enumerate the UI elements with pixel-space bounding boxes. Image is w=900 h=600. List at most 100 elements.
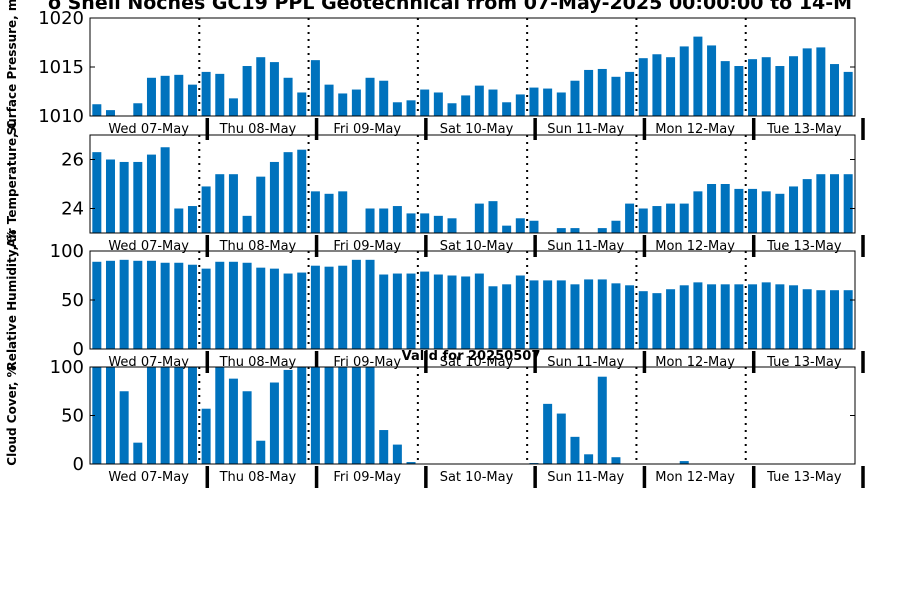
bar [351,259,361,349]
bar [488,201,498,233]
bar [174,74,184,116]
day-label: Fri 09-May [333,122,401,137]
bar [529,220,539,233]
day-label: Thu 08-May [219,122,297,137]
valid-date-label: Valid for 20250507 [402,349,541,364]
bar [720,184,730,233]
bar [474,273,484,349]
bar [830,64,840,116]
bar [228,174,238,233]
bar [830,290,840,349]
bar [802,179,812,233]
bar [652,293,662,349]
y-tick-label: 100 [50,241,84,262]
bar [215,261,225,349]
bar [775,284,785,349]
bar [174,367,184,464]
bar [843,71,853,116]
bar [105,367,115,464]
day-label: Sat 10-May [440,239,514,254]
bar [365,208,375,233]
bar [802,289,812,349]
panel-0: 1010 1015 1020 Surface Pressure, m Wed 07-Ma… [5,0,865,140]
bar [488,286,498,349]
bar [269,62,279,116]
day-label: Thu 08-May [219,355,297,370]
bar [146,260,156,349]
bar [146,154,156,233]
y-tick-label: 100 [50,357,84,378]
bar [502,102,512,116]
bar [720,284,730,349]
bar [570,436,580,464]
panel-1: 24 26 Air Temperature, C Wed 07-May Thu 08-M… [5,120,865,257]
bar [324,367,334,464]
y-axis-label: Cloud Cover, % [5,365,19,465]
bar [679,461,689,464]
bar [310,60,320,116]
bar [406,100,416,116]
y-tick-label: 1020 [38,8,84,29]
day-label: Sun 11-May [547,239,624,254]
bar [543,88,553,116]
bar [119,391,129,464]
bar [297,92,307,116]
chart-title: o Shell Noches GC19 PPL Geotechnical fro… [48,0,852,14]
bar [379,430,389,464]
y-tick-label: 24 [61,199,84,220]
bar [611,220,621,233]
bar [816,290,826,349]
bar [679,46,689,116]
bar [283,77,293,116]
day-label: Wed 07-May [108,122,189,137]
bar [679,285,689,349]
bar [420,271,430,349]
bar [638,58,648,116]
bar [679,203,689,233]
bar [761,282,771,349]
bar [146,77,156,116]
bar [666,57,676,116]
bar [92,152,102,233]
bar [652,206,662,233]
bar [433,274,443,349]
bar [611,76,621,116]
bar [105,159,115,233]
bar [515,218,525,233]
bar [351,367,361,464]
bar [529,87,539,116]
bar [789,285,799,349]
bar [365,77,375,116]
bar [625,71,635,116]
bar [256,176,266,233]
bar [584,454,594,464]
bar [447,218,457,233]
bar [529,280,539,349]
bar [816,47,826,116]
day-label: Fri 09-May [333,239,401,254]
day-label: Fri 09-May [333,355,401,370]
bar [365,259,375,349]
bar [584,69,594,116]
bar [379,208,389,233]
y-axis-label: Surface Pressure, m [5,0,19,135]
bar [543,280,553,349]
day-label: Mon 12-May [655,470,735,485]
day-label: Tue 13-May [766,239,842,254]
bar [816,174,826,233]
bar [461,276,471,349]
bar [775,193,785,233]
bar [105,260,115,349]
bar [310,367,320,464]
bar [775,66,785,116]
bar [638,291,648,349]
bar [242,215,252,233]
chart-panels: 1010 1015 1020 Surface Pressure, m Wed 07-Ma… [5,0,865,488]
bar [461,95,471,116]
axes-box [89,134,856,234]
bar [802,48,812,116]
bar [843,290,853,349]
bar [707,45,717,116]
bar [324,84,334,116]
bar [242,262,252,349]
